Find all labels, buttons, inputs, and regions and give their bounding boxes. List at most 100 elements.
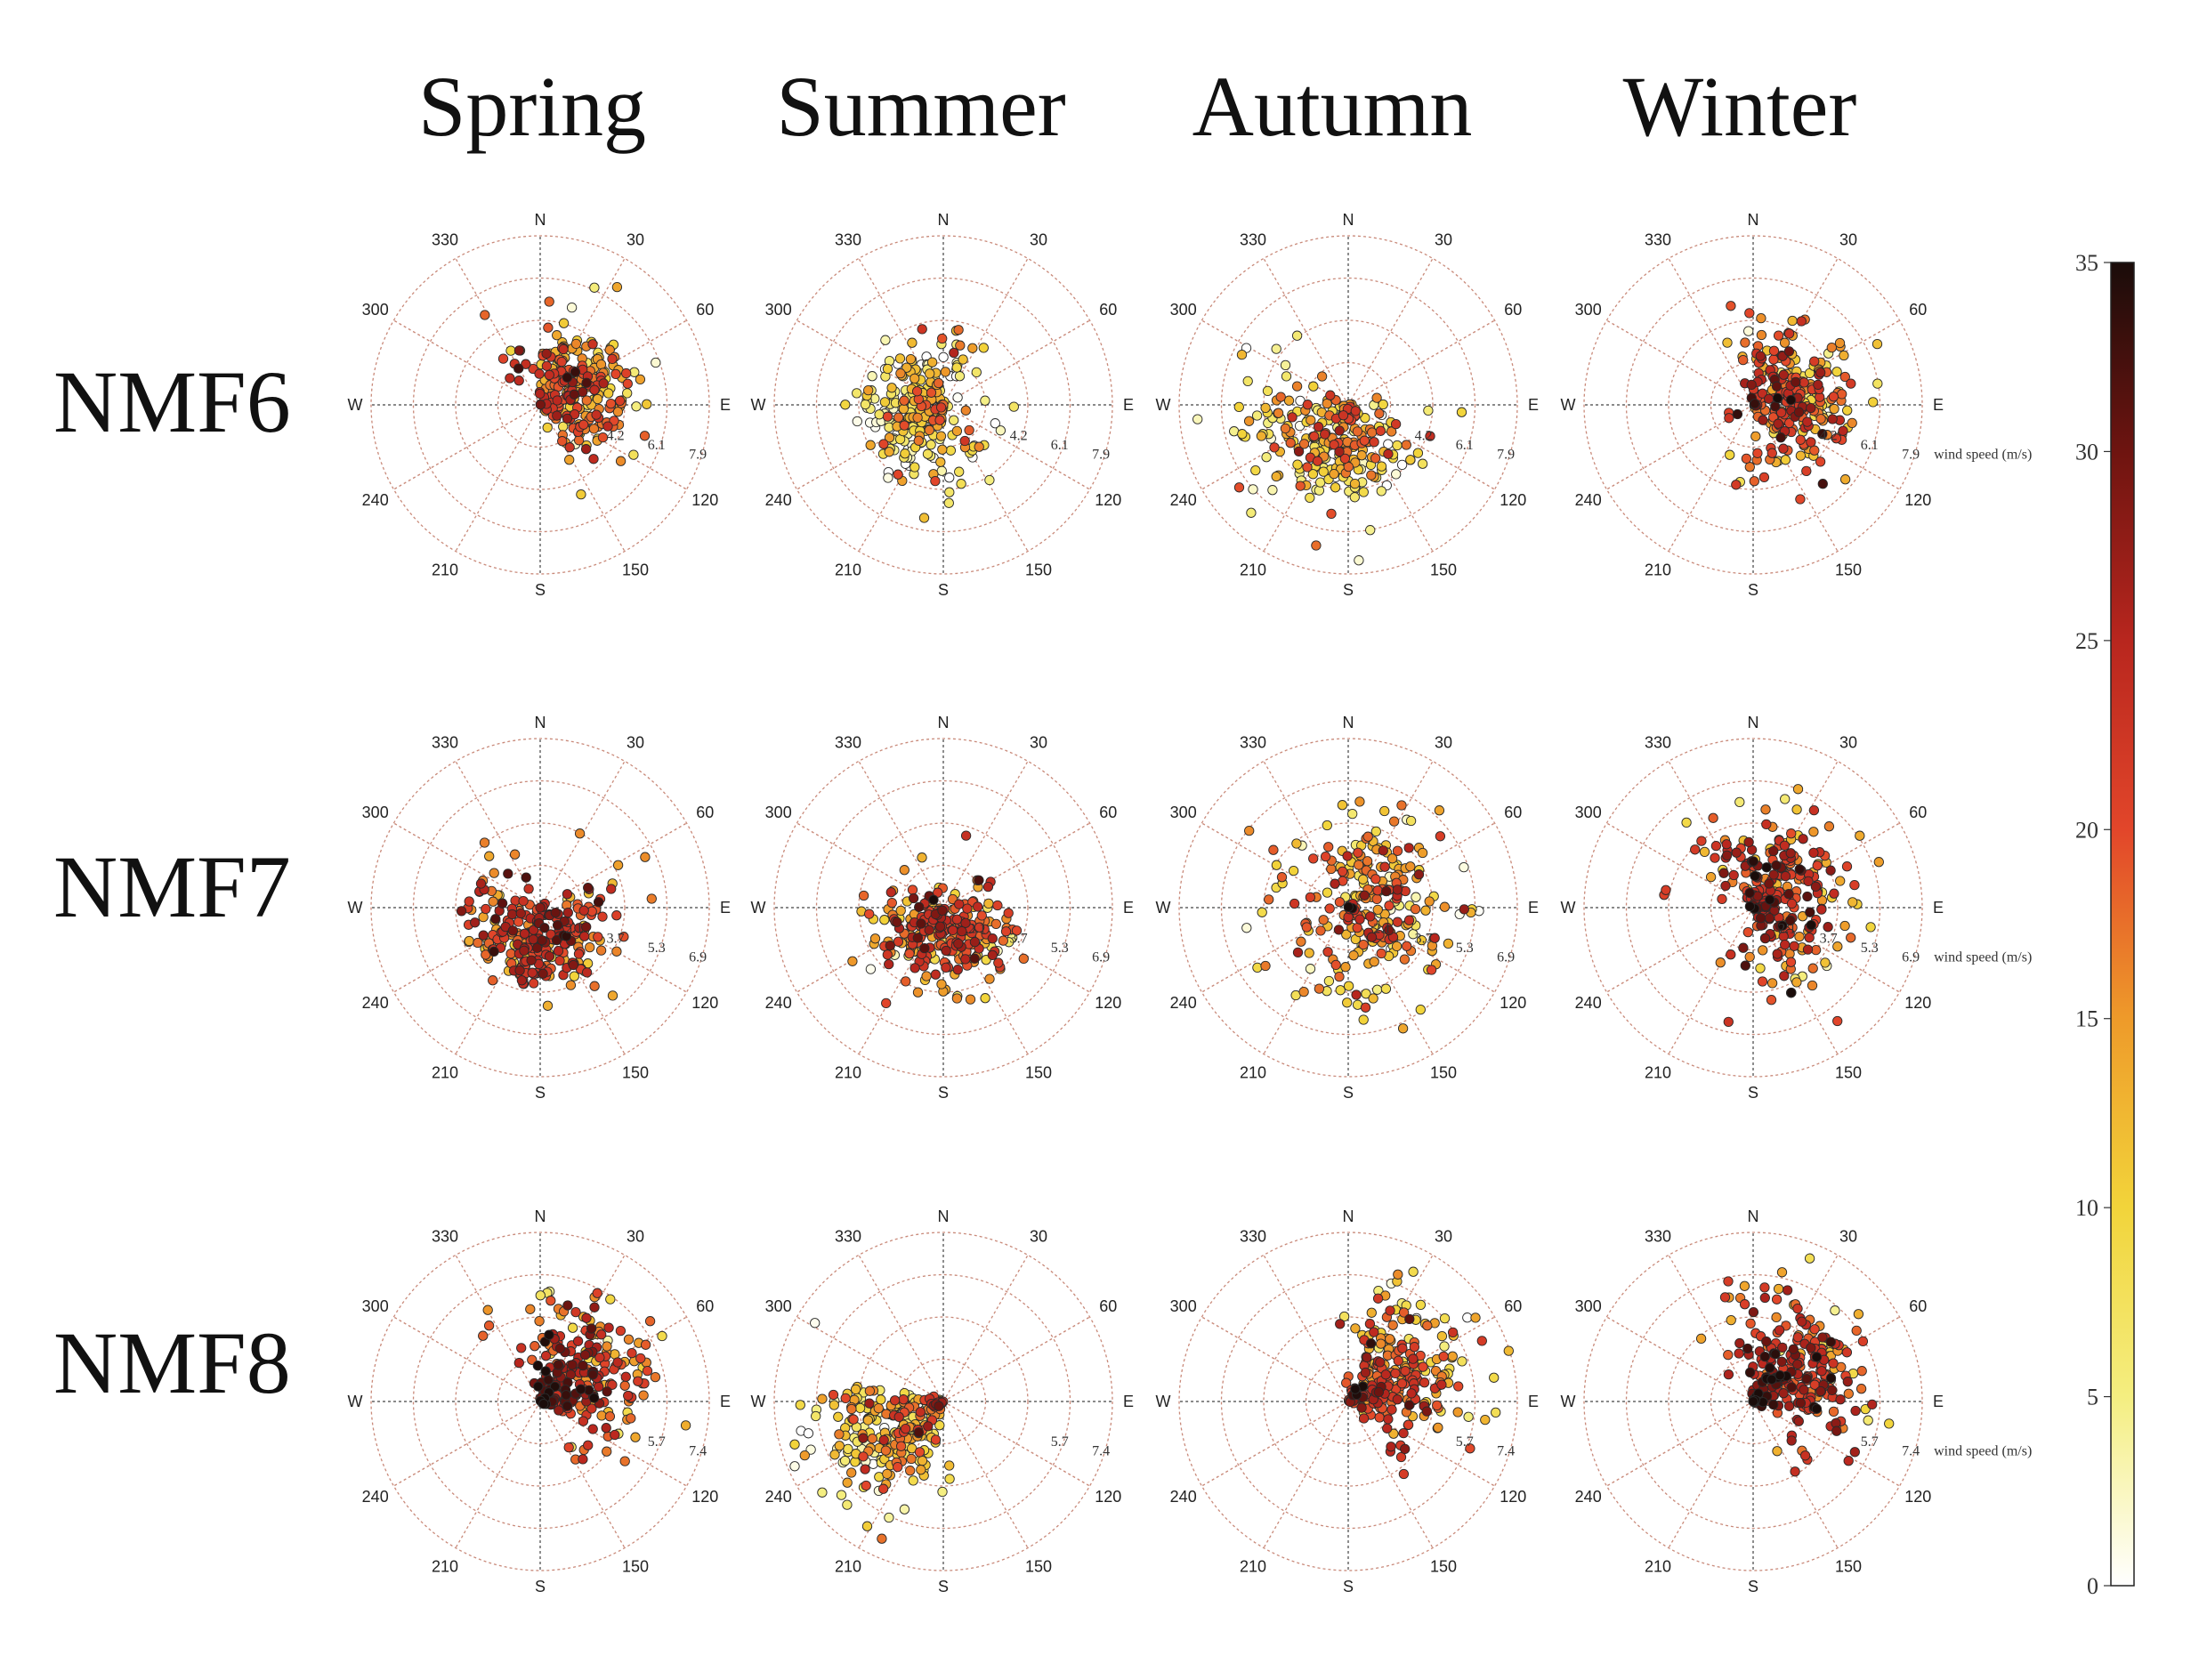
scatter-point [1296, 936, 1306, 947]
scatter-point [581, 921, 592, 933]
scatter-point [535, 388, 546, 400]
scatter-point [470, 917, 481, 928]
scatter-point [1338, 1311, 1350, 1322]
grid-spoke [1606, 907, 1754, 993]
scatter-point [958, 354, 968, 365]
scatter-point [1816, 1366, 1827, 1377]
scatter-point [1726, 301, 1736, 311]
scatter-point [919, 942, 930, 954]
grid-spoke [1606, 1316, 1754, 1402]
grid-ring [1263, 822, 1434, 993]
scatter-point [1795, 434, 1806, 445]
scatter-point [1423, 405, 1434, 416]
scatter-point [1426, 965, 1437, 975]
scatter-point [1360, 1367, 1371, 1378]
ring-speed-label: 5.3 [1051, 941, 1069, 956]
scatter-point [937, 444, 948, 455]
grid-ring [370, 738, 710, 1078]
ring-speed-label: 7.4 [1092, 1444, 1110, 1459]
scatter-point [1829, 403, 1839, 415]
compass-label-s: S [535, 1084, 546, 1102]
scatter-point [1783, 346, 1795, 357]
scatter-point [1795, 450, 1807, 461]
angle-label: 60 [696, 804, 714, 821]
scatter-point [514, 965, 525, 976]
compass-label-s: S [938, 1578, 949, 1595]
scatter-point [1849, 1447, 1860, 1458]
angle-label: 120 [1095, 491, 1121, 509]
ring-speed-label: 4.2 [1415, 428, 1433, 443]
scatter-point [951, 362, 962, 373]
scatter-point [602, 1446, 612, 1457]
scatter-point [532, 1361, 544, 1371]
scatter-point [1750, 870, 1760, 882]
scatter-point [879, 397, 891, 408]
scatter-point [1308, 853, 1319, 864]
scatter-point [1351, 989, 1362, 1000]
scatter-point [628, 449, 639, 460]
scatter-point [1768, 1399, 1779, 1410]
ring-speed-label: 3.7 [1820, 931, 1838, 946]
scatter-point [1841, 1347, 1853, 1358]
grid-spoke [942, 319, 1090, 406]
scatter-point [1788, 1344, 1799, 1354]
scatter-point [1787, 315, 1798, 327]
scatter-point [1799, 1450, 1811, 1461]
scatter-point [1491, 1407, 1501, 1418]
angle-label: 120 [691, 491, 718, 509]
scatter-point [565, 980, 577, 990]
scatter-point [640, 1339, 651, 1350]
scatter-point [644, 1316, 656, 1327]
scatter-point [578, 419, 589, 430]
scatter-point [657, 1330, 667, 1342]
scatter-point [1790, 1466, 1800, 1477]
scatter-point [615, 395, 626, 407]
angle-label: 30 [1435, 734, 1452, 752]
angle-label: 330 [835, 734, 861, 752]
colorbar-tick-label: 20 [2075, 817, 2098, 843]
angle-label: 240 [1575, 1488, 1602, 1506]
scatter-point [531, 942, 543, 953]
scatter-point [1298, 986, 1309, 998]
scatter-point [1792, 784, 1804, 795]
scatter-point [1362, 1352, 1372, 1363]
angle-label: 240 [362, 994, 389, 1012]
scatter-point [1381, 885, 1392, 897]
ring-speed-label: 5.7 [1456, 1434, 1474, 1450]
scatter-point [541, 348, 552, 359]
scatter-point [607, 1379, 618, 1390]
scatter-point [598, 378, 609, 389]
angle-label: 300 [1170, 1297, 1197, 1315]
scatter-point [1244, 825, 1255, 836]
scatter-point [573, 435, 585, 446]
scatter-point [1773, 418, 1783, 429]
scatter-point [937, 333, 948, 344]
angle-label: 150 [622, 1063, 649, 1081]
scatter-point [954, 899, 965, 909]
scatter-point [1304, 948, 1314, 958]
scatter-point [834, 1441, 845, 1451]
scatter-point [1322, 947, 1333, 957]
scatter-point [811, 1410, 821, 1422]
scatter-point [1690, 844, 1701, 855]
scatter-point [521, 872, 531, 883]
scatter-point [592, 393, 603, 405]
scatter-point [1257, 907, 1267, 917]
scatter-point [569, 971, 579, 981]
scatter-point [583, 1440, 594, 1450]
scatter-point [842, 1477, 853, 1488]
scatter-point [1273, 408, 1284, 418]
scatter-point [1766, 448, 1777, 458]
scatter-point [861, 1480, 871, 1491]
scatter-point [918, 513, 930, 523]
scatter-point [1305, 492, 1315, 504]
scatter-point [1291, 330, 1303, 341]
scatter-point [905, 353, 917, 365]
compass-label-e: E [1528, 1393, 1539, 1410]
scatter-point [1842, 1377, 1853, 1387]
scatter-point [580, 444, 592, 455]
scatter-point [535, 1290, 546, 1301]
scatter-point [928, 894, 939, 905]
angle-label: 240 [362, 1488, 389, 1506]
scatter-point [1681, 817, 1692, 828]
